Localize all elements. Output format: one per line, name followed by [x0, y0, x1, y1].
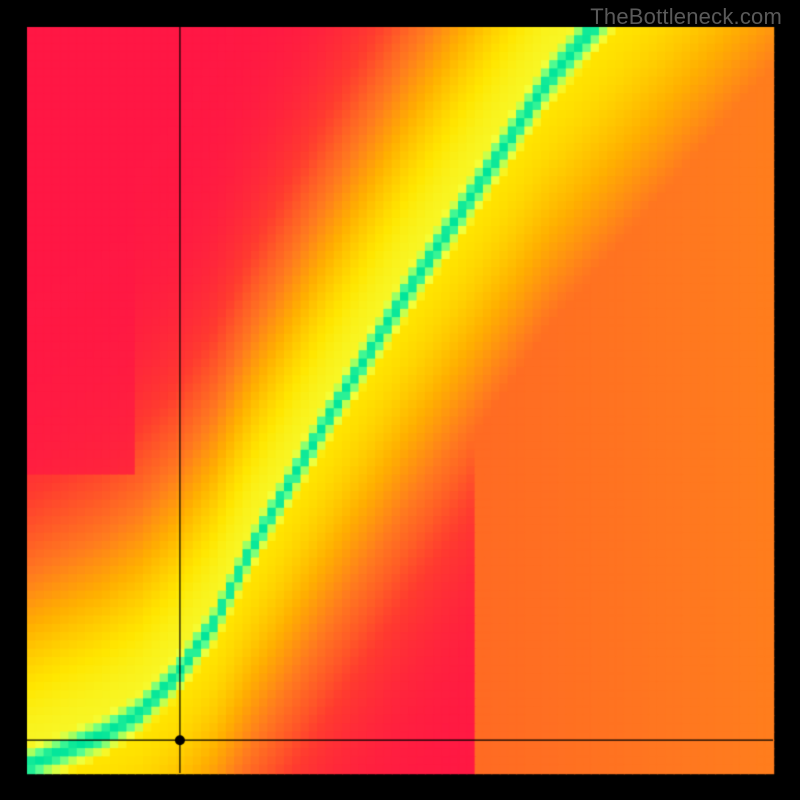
chart-container: TheBottleneck.com [0, 0, 800, 800]
bottleneck-heatmap-canvas [0, 0, 800, 800]
watermark-text: TheBottleneck.com [590, 4, 782, 30]
